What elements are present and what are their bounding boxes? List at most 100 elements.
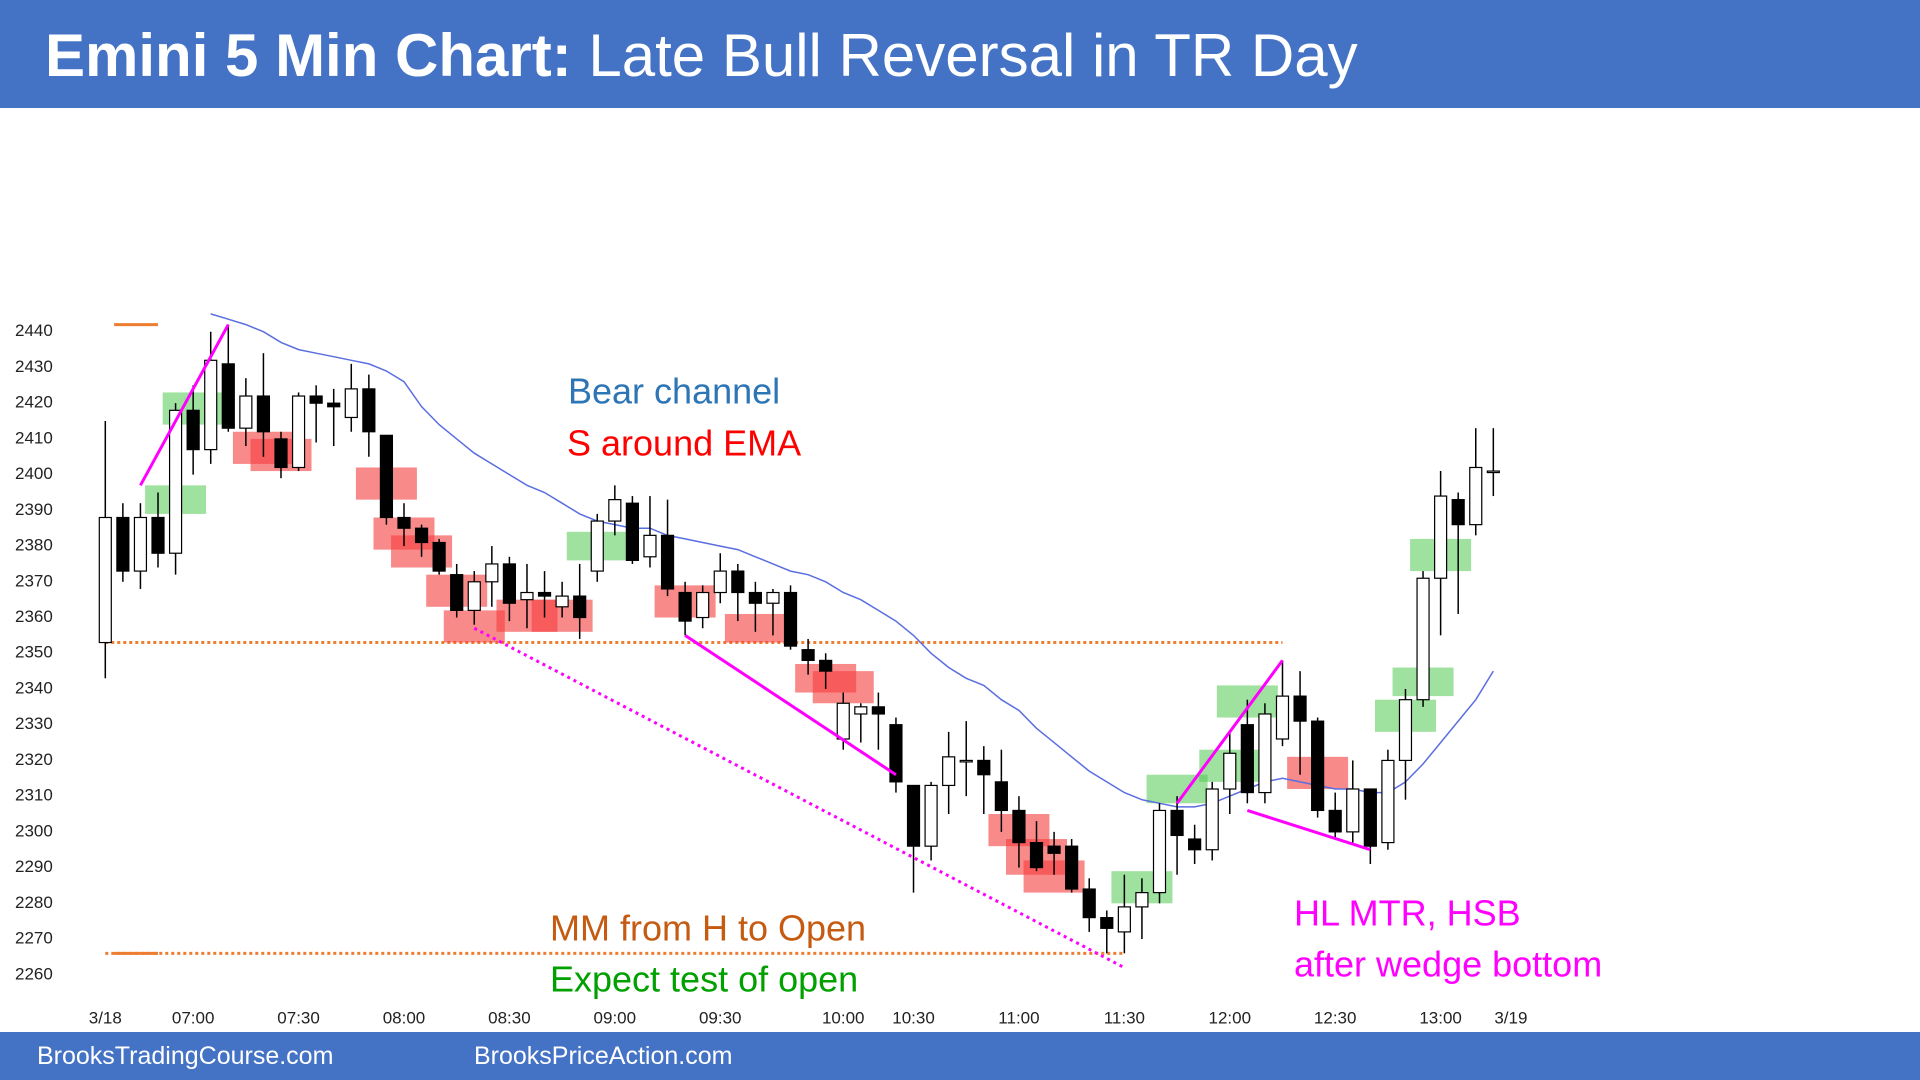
candle-body <box>1240 724 1254 794</box>
x-tick-label: 3/19 <box>1494 1008 1527 1027</box>
x-tick-label: 10:00 <box>822 1008 865 1027</box>
candle-body <box>414 527 429 544</box>
x-tick-label: 08:00 <box>383 1008 426 1027</box>
y-tick-label: 2260 <box>15 964 53 983</box>
candle-body <box>590 520 604 572</box>
candle-body <box>889 724 903 783</box>
candle-body <box>1065 845 1079 890</box>
candle-body <box>116 516 130 572</box>
candle-body <box>1363 788 1377 847</box>
candle-body <box>1258 713 1272 794</box>
candle-body <box>1188 838 1202 851</box>
x-tick-label: 09:30 <box>699 1008 742 1027</box>
x-tick-label: 11:30 <box>1104 1008 1145 1027</box>
annotation: S around EMA <box>567 423 801 464</box>
candle-body <box>274 438 288 469</box>
candle-body <box>379 434 394 519</box>
candle-body <box>696 591 710 619</box>
candle-body <box>1029 841 1044 869</box>
candle-body <box>1328 809 1342 833</box>
candle-body <box>1082 888 1096 919</box>
y-tick-label: 2270 <box>15 929 53 948</box>
candle-body <box>133 516 148 572</box>
y-tick-label: 2310 <box>15 786 53 805</box>
candle-body <box>1398 699 1413 762</box>
candle-body <box>678 591 692 622</box>
x-tick-label: 07:00 <box>172 1008 215 1027</box>
candle-body <box>151 516 165 554</box>
y-tick-label: 2340 <box>15 678 53 697</box>
candle-body <box>994 781 1008 812</box>
candle-body <box>1275 695 1290 740</box>
candle-body <box>485 563 499 583</box>
x-tick-label: 12:00 <box>1209 1008 1252 1027</box>
candle-body <box>450 574 464 611</box>
x-tick-label: 11:00 <box>998 1008 1039 1027</box>
chart-subtitle: Late Bull Reversal in TR Day <box>588 22 1358 89</box>
x-tick-label: 12:30 <box>1314 1008 1357 1027</box>
y-tick-label: 2370 <box>15 571 53 590</box>
candle-body <box>1346 788 1360 833</box>
candle-body <box>186 409 200 451</box>
candle-body <box>924 784 938 847</box>
candle-body <box>819 659 833 672</box>
annotation: HL MTR, HSB <box>1294 893 1521 934</box>
candle-body <box>1117 906 1131 933</box>
x-tick-label: 3/18 <box>89 1008 122 1027</box>
y-tick-label: 2400 <box>15 464 53 483</box>
y-tick-label: 2410 <box>15 428 53 447</box>
x-tick-label: 09:00 <box>594 1008 637 1027</box>
annotation: Expect test of open <box>550 959 858 1000</box>
candle-body <box>520 591 534 601</box>
candle-body <box>362 388 376 433</box>
y-tick-label: 2420 <box>15 393 53 412</box>
header: Emini 5 Min Chart: Late Bull Reversal in… <box>0 0 1920 108</box>
y-tick-label: 2290 <box>15 857 53 876</box>
x-tick-label: 07:30 <box>277 1008 320 1027</box>
candle-body <box>1381 759 1395 844</box>
candle-body <box>854 706 868 715</box>
candle-body <box>502 563 517 604</box>
candle-body <box>713 570 727 594</box>
candle-body <box>731 570 745 594</box>
candle-body <box>625 502 640 561</box>
candle-body <box>906 784 921 847</box>
y-tick-label: 2330 <box>15 714 53 733</box>
x-tick-label: 13:00 <box>1419 1008 1462 1027</box>
candle-body <box>239 395 253 429</box>
candle-body <box>959 759 973 763</box>
candle-body <box>221 363 235 429</box>
candle-body <box>397 516 411 529</box>
candle-body <box>1012 809 1026 844</box>
candle-body <box>432 541 446 572</box>
candle-body <box>309 395 323 404</box>
y-tick-label: 2280 <box>15 893 53 912</box>
candle-body <box>836 702 850 740</box>
trend-line <box>1175 659 1284 805</box>
candle-body <box>801 649 815 661</box>
y-tick-label: 2430 <box>15 357 53 376</box>
y-tick-label: 2350 <box>15 643 53 662</box>
candle-body <box>467 581 481 611</box>
candle-body <box>1293 695 1307 722</box>
candle-body <box>537 591 552 597</box>
annotation: MM from H to Open <box>550 908 866 949</box>
candle-body <box>1205 788 1219 851</box>
candle-body <box>204 359 218 451</box>
ema-line <box>210 313 1494 808</box>
candle-body <box>256 395 271 433</box>
trend-line <box>1246 809 1371 852</box>
y-tick-label: 2440 <box>15 321 53 340</box>
candle-body <box>977 759 991 776</box>
trend-line <box>139 323 230 487</box>
x-tick-label: 08:30 <box>488 1008 531 1027</box>
trend-line <box>684 634 897 776</box>
candle-body <box>98 516 112 644</box>
annotation: Bear channel <box>568 371 780 412</box>
y-tick-label: 2320 <box>15 750 53 769</box>
title-line: Emini 5 Min Chart: Late Bull Reversal in… <box>45 0 1358 112</box>
candle-body <box>168 409 183 554</box>
candle-body <box>1152 809 1167 894</box>
candle-body <box>573 595 587 619</box>
